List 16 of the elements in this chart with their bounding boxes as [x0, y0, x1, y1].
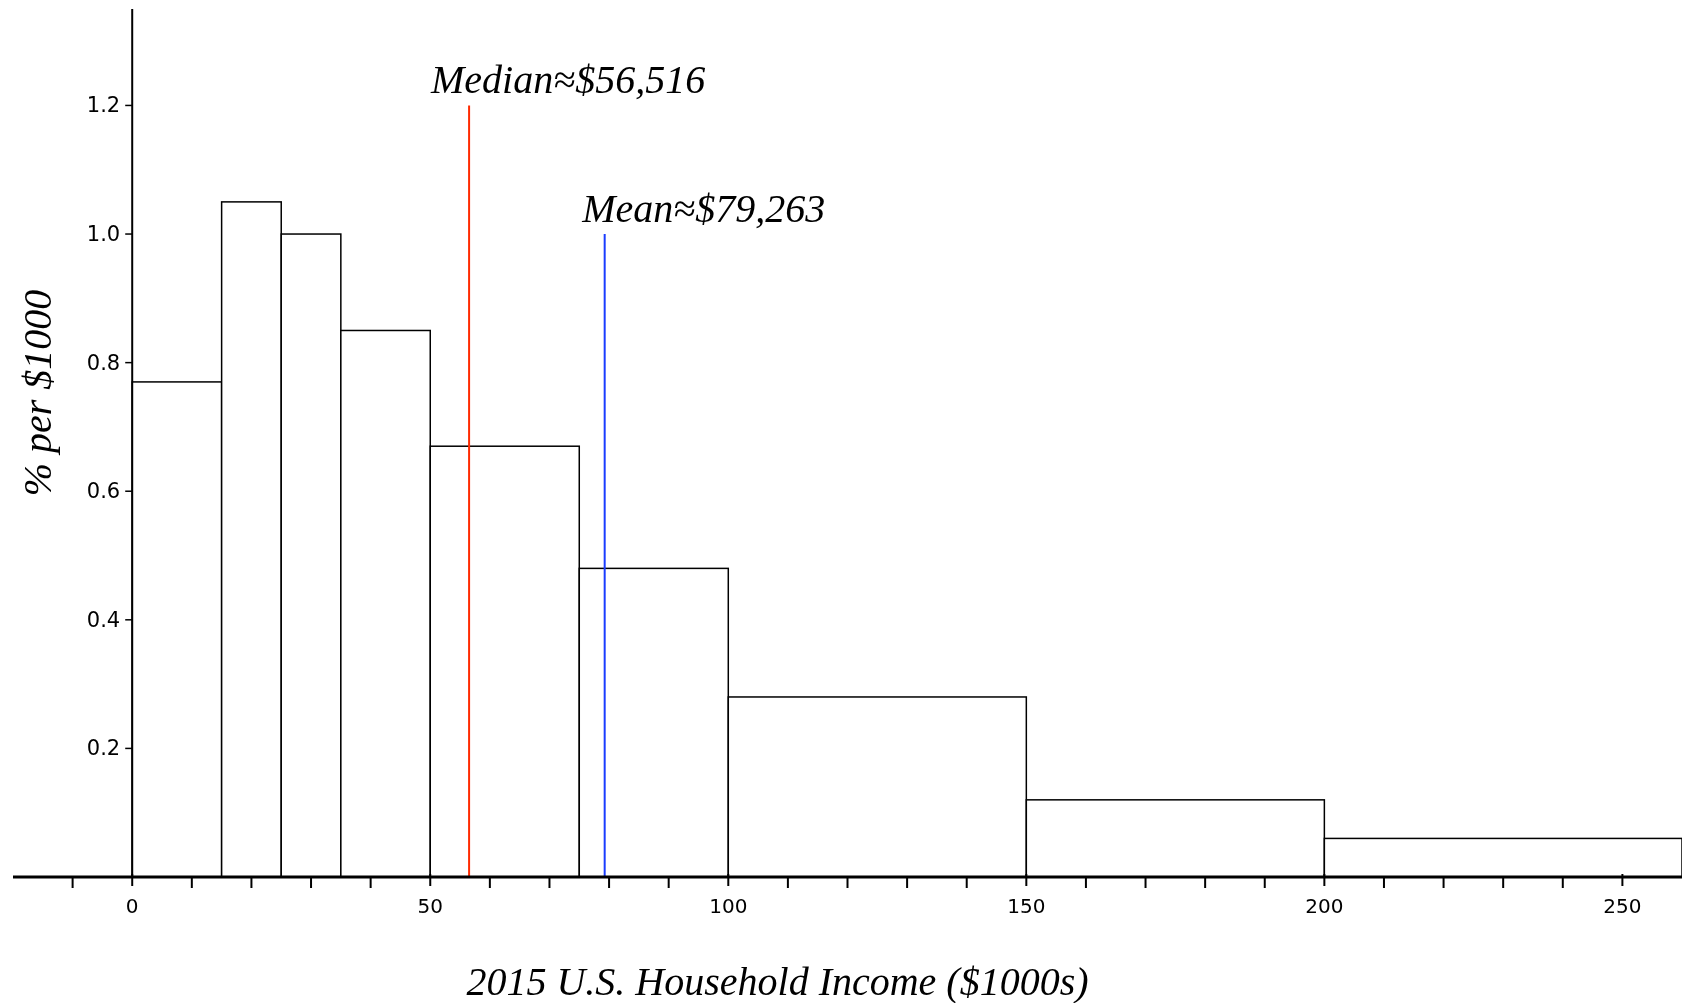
- x-tick-label: 100: [709, 894, 748, 918]
- annotation: Mean≈$79,263: [581, 186, 826, 232]
- x-tick-label: 200: [1305, 894, 1344, 918]
- x-tick-label: 150: [1007, 894, 1046, 918]
- annotation: Median≈$56,516: [430, 57, 706, 103]
- x-tick-label: 250: [1603, 894, 1642, 918]
- y-tick-label: 0.6: [86, 479, 121, 504]
- x-tick-label: 50: [417, 894, 443, 918]
- y-tick-label: 1.0: [86, 222, 121, 247]
- y-axis-title: % per $1000: [15, 289, 61, 497]
- y-tick-label: 0.8: [86, 350, 121, 375]
- y-tick-label: 1.2: [86, 93, 121, 118]
- x-axis-title: 2015 U.S. Household Income ($1000s): [466, 959, 1089, 1003]
- x-tick-label: 0: [125, 894, 139, 918]
- y-tick-label: 0.2: [86, 736, 121, 761]
- y-tick-label: 0.4: [86, 607, 121, 632]
